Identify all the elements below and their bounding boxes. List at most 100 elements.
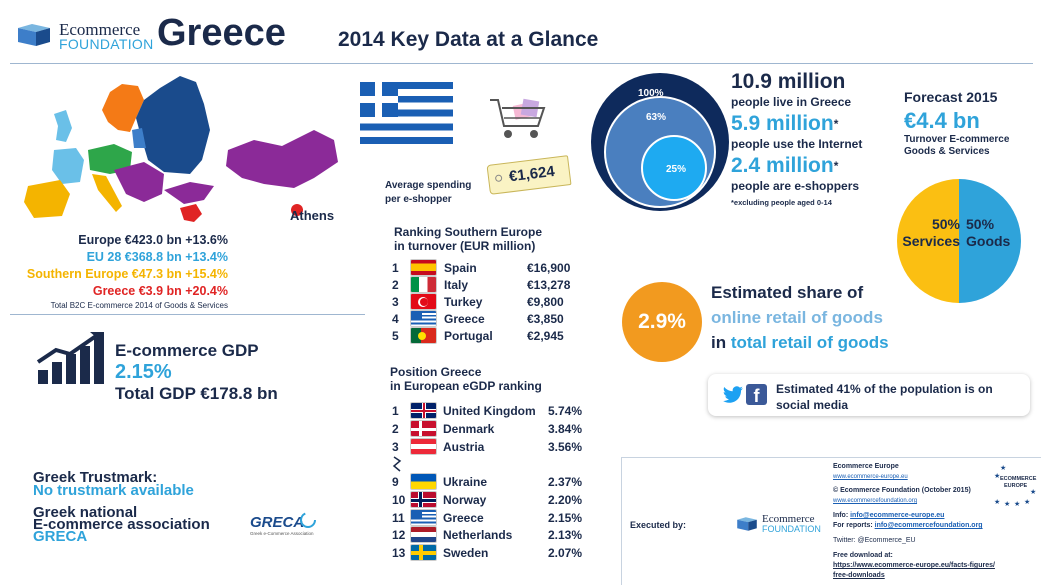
country-value: 2.07% bbox=[548, 546, 583, 560]
reports-label: For reports: bbox=[833, 522, 875, 529]
country-name: Norway bbox=[443, 493, 487, 507]
country-value: €13,278 bbox=[527, 278, 571, 292]
map-region-purple bbox=[114, 162, 164, 202]
europe-note: Total B2C E-commerce 2014 of Goods & Ser… bbox=[50, 301, 228, 310]
map-region-central bbox=[88, 144, 132, 174]
rank-number: 2 bbox=[392, 278, 399, 292]
pie-services-label: Services bbox=[902, 233, 960, 249]
growth-chart-icon bbox=[36, 332, 104, 384]
ranking-egdp-title-1: Position Greece bbox=[390, 365, 482, 379]
country-value: €3,850 bbox=[527, 312, 564, 326]
gdp-total: Total GDP €178.8 bn bbox=[115, 384, 278, 403]
logo-line2: FOUNDATION bbox=[59, 36, 154, 52]
flag-uk-icon bbox=[410, 402, 437, 419]
flag-norway-icon bbox=[410, 491, 437, 508]
ee-url-link[interactable]: www.ecommerce-europe.eu bbox=[833, 474, 908, 480]
country-value: 5.74% bbox=[548, 404, 583, 418]
table-row: 2 Denmark 3.84% bbox=[390, 420, 590, 437]
share-line-1: Estimated share of bbox=[711, 283, 864, 302]
rank-number: 10 bbox=[392, 493, 406, 507]
stat-value: 10.9 million bbox=[731, 70, 846, 93]
svg-text:★: ★ bbox=[1000, 464, 1006, 472]
stat-value: 5.9 million bbox=[731, 112, 834, 135]
logo-line1: Ecommerce bbox=[59, 20, 141, 39]
spending-label-2: per e-shopper bbox=[385, 194, 452, 205]
population-circles: 100% 63% 25% bbox=[591, 73, 729, 211]
cube-logo-icon bbox=[18, 24, 50, 46]
pie-goods-pct: 50% bbox=[966, 216, 995, 232]
page-title: Greece bbox=[157, 12, 286, 54]
pie-goods-text: 50% Goods bbox=[962, 216, 1022, 250]
map-region-east-europe bbox=[136, 76, 210, 174]
country-value: €16,900 bbox=[527, 261, 571, 275]
social-box: f Estimated 41% of the population is on … bbox=[708, 374, 1030, 416]
table-row: 5 Portugal €2,945 bbox=[390, 327, 580, 344]
social-line-1: Estimated 41% of the population is on bbox=[776, 382, 993, 396]
country-value: €2,945 bbox=[527, 329, 564, 343]
gap-break-icon bbox=[392, 456, 402, 472]
svg-text:★: ★ bbox=[1024, 498, 1030, 506]
stat-eu28: EU 28 €368.8 bn +13.4% bbox=[86, 250, 228, 264]
svg-text:★: ★ bbox=[994, 472, 1000, 480]
table-row: 11 Greece 2.15% bbox=[390, 509, 590, 526]
greca-logo-text: GRECA bbox=[250, 514, 305, 531]
europe-map bbox=[24, 76, 338, 222]
flag-greece-icon bbox=[410, 310, 437, 327]
country-name: Netherlands bbox=[443, 528, 513, 542]
rank-number: 4 bbox=[392, 312, 399, 326]
stat-eshopper-value: 2.4 million* bbox=[731, 154, 901, 178]
share-circle: 2.9% bbox=[622, 282, 702, 362]
country-name: United Kingdom bbox=[443, 404, 536, 418]
country-name: Sweden bbox=[443, 546, 489, 560]
ee-logo-line2: EUROPE bbox=[1004, 483, 1028, 489]
greca-logo: GRECA Greek e-Commerce Association bbox=[250, 512, 320, 550]
info-label: Info: bbox=[833, 512, 851, 519]
table-row: 9 Ukraine 2.37% bbox=[390, 473, 590, 490]
twitter-icon bbox=[722, 386, 743, 403]
shopping-cart-icon bbox=[490, 98, 546, 138]
map-region-balkans bbox=[164, 182, 214, 204]
footer-box: Executed by: Ecommerce FOUNDATION Ecomme… bbox=[621, 457, 1041, 585]
ee-logo-line1: ECOMMERCE bbox=[1000, 476, 1037, 482]
country-name: Italy bbox=[444, 278, 469, 292]
rank-number: 5 bbox=[392, 329, 399, 343]
association-title-1: Greek national bbox=[33, 504, 138, 521]
social-line-2: social media bbox=[776, 398, 849, 412]
table-row: 10 Norway 2.20% bbox=[390, 491, 590, 508]
svg-text:★: ★ bbox=[1030, 488, 1036, 496]
reports-email-link[interactable]: info@ecommercefoundation.org bbox=[874, 522, 983, 529]
country-value: 2.15% bbox=[548, 511, 583, 525]
stat-greece: Greece €3.9 bn +20.4% bbox=[92, 284, 228, 298]
ee-title: Ecommerce Europe bbox=[833, 463, 899, 470]
twitter-handle: Twitter: @Ecommerce_EU bbox=[833, 537, 916, 544]
country-name: Greece bbox=[443, 511, 484, 525]
forecast-pie-chart bbox=[897, 179, 1021, 303]
foundation-logo: Ecommerce FOUNDATION bbox=[16, 18, 153, 52]
stat-population-label: people live in Greece bbox=[731, 95, 852, 109]
left-divider bbox=[10, 314, 365, 315]
download-link-2[interactable]: free-downloads bbox=[833, 572, 885, 579]
ef-url-link[interactable]: www.ecommercefoundation.org bbox=[833, 498, 918, 504]
reports-line: For reports: info@ecommercefoundation.or… bbox=[833, 521, 1033, 531]
svg-text:★: ★ bbox=[1004, 500, 1010, 508]
info-email-link[interactable]: info@ecommerce-europe.eu bbox=[850, 512, 945, 519]
ranking-egdp-table: 1 United Kingdom 5.74% 2 Denmark 3.84% 3… bbox=[390, 402, 590, 562]
share-line-3: in total retail of goods bbox=[711, 333, 889, 353]
share-value: 2.9% bbox=[638, 310, 686, 333]
rank-number: 1 bbox=[392, 261, 399, 275]
pie-slice-goods bbox=[959, 179, 1021, 303]
gdp-title: E-commerce GDP bbox=[115, 341, 259, 360]
ranking-south-title-2: in turnover (EUR million) bbox=[394, 239, 536, 253]
share-line-3b: total retail of goods bbox=[730, 333, 889, 352]
executed-by: Executed by: bbox=[630, 520, 687, 530]
country-name: Portugal bbox=[444, 329, 493, 343]
flag-spain-icon bbox=[410, 259, 437, 276]
eu-stars-icon: ★★ ★ ★ ★★★ bbox=[994, 464, 1036, 508]
rank-number: 12 bbox=[392, 528, 406, 542]
download-link-1[interactable]: https://www.ecommerce-europe.eu/facts-fi… bbox=[833, 562, 995, 569]
country-value: 2.37% bbox=[548, 475, 583, 489]
ranking-south-title-1: Ranking Southern Europe bbox=[394, 225, 543, 239]
flag-denmark-icon bbox=[410, 420, 437, 437]
gdp-value: 2.15% bbox=[115, 361, 172, 383]
association-value: GRECA bbox=[33, 528, 88, 545]
